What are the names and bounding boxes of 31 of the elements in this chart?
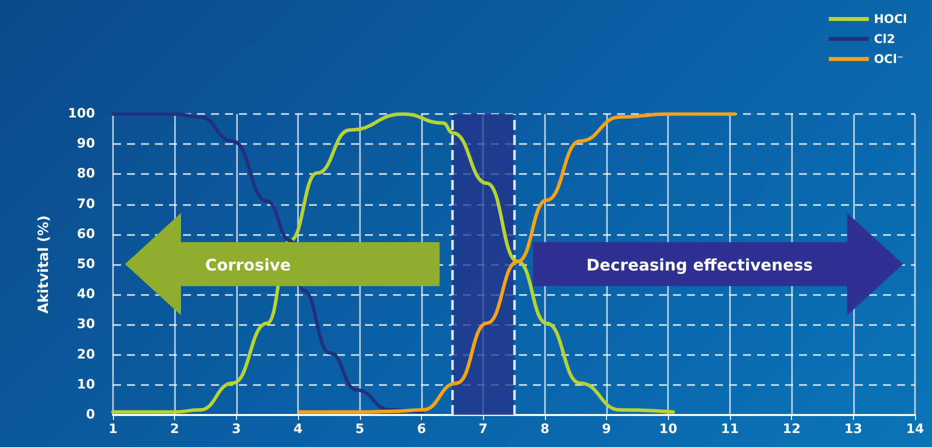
annotation: Corrosive [205,255,291,274]
y-tick-label: 0 [86,408,95,422]
x-tick-label: 3 [232,422,241,437]
annotation: Decreasing effectiveness [586,255,813,274]
x-tick-label: 6 [416,422,426,437]
y-tick-label: 90 [76,136,95,152]
y-tick-label: 60 [76,226,95,242]
y-tick-label: 20 [76,347,95,362]
x-tick-label: 13 [844,422,862,437]
y-tick-label: 40 [76,287,95,302]
x-tick-label: 7 [478,422,488,437]
x-tick-label: 12 [782,422,801,437]
y-axis-title: Akitvital (%) [36,215,52,314]
x-tick-label: 9 [602,422,612,437]
y-tick-label: 80 [76,166,95,182]
x-tick-label: 11 [720,422,739,437]
y-tick-label: 70 [76,196,95,212]
x-tick-label: 5 [355,422,364,437]
y-tick-label: 50 [76,257,95,272]
x-tick-label: 4 [294,422,303,437]
x-tick-label: 1 [108,422,118,437]
y-tick-label: 100 [68,106,95,122]
x-tick-label: 10 [659,422,678,437]
y-tick-label: 30 [76,317,95,332]
legend-label: OCl⁻ [874,52,904,66]
legend-label: Cl2 [874,32,896,46]
legend-label: HOCl [874,12,908,26]
x-tick-label: 2 [170,422,180,437]
x-tick-label: 14 [906,422,924,437]
y-tick-label: 10 [76,377,95,392]
x-tick-label: 8 [540,422,550,437]
